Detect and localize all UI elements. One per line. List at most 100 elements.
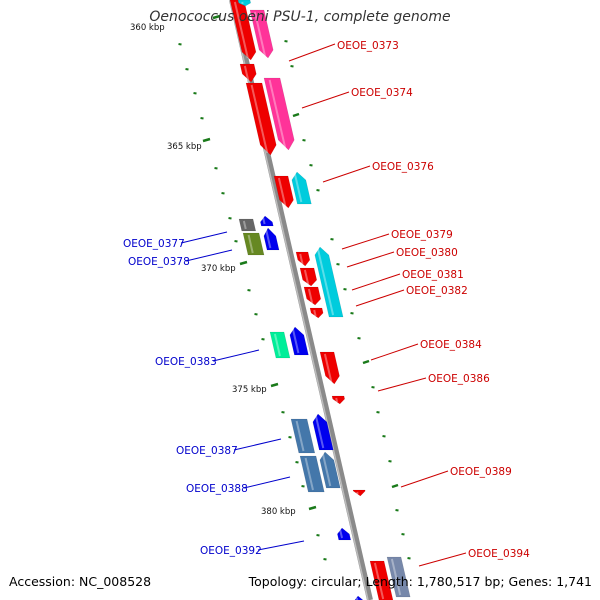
minor-tick	[247, 289, 251, 292]
gene-block-0388-steel-sheen	[304, 457, 314, 491]
scale-label-375: 375 kbp	[232, 385, 267, 395]
major-tick	[202, 137, 211, 143]
leader-line-oeoe_0378	[185, 249, 233, 262]
gene-block-0379-cyan	[314, 246, 344, 318]
leader-line-oeoe_0388	[243, 476, 291, 489]
leader-line-oeoe_0384	[370, 343, 419, 361]
gene-block-top-pink	[249, 9, 274, 59]
accession-text: Accession: NC_008528	[9, 574, 152, 589]
gene-block-0373-small-sheen	[243, 65, 250, 81]
gene-block-0386-red-sheen	[335, 397, 339, 403]
gene-block-0381b-red-sheen	[307, 288, 314, 304]
gene-block-0387-steel	[290, 418, 316, 454]
gene-block-0388-steelb	[319, 451, 341, 489]
major-tick	[308, 505, 317, 511]
minor-tick	[228, 217, 232, 220]
gene-block-0380-red-sheen	[299, 253, 304, 265]
gene-label-oeoe_0388: OEOE_0388	[186, 483, 248, 495]
major-tick	[362, 359, 370, 365]
gene-block-0389-red	[352, 489, 366, 497]
gene-block-0392-blue-sheen	[339, 529, 344, 539]
minor-tick	[316, 189, 320, 192]
gene-block-0373-small	[239, 63, 257, 83]
gene-block-0386-red	[331, 395, 345, 405]
gene-block-0381b-red	[303, 286, 322, 306]
minor-tick	[316, 534, 320, 537]
gene-label-oeoe_0373: OEOE_0373	[337, 40, 399, 52]
gene-block-0376-cyan-sheen	[293, 173, 303, 203]
gene-block-0376-red	[273, 175, 294, 209]
gene-block-0382-red-sheen	[313, 309, 317, 317]
gene-block-0377-blue-sheen	[262, 217, 266, 225]
minor-tick	[185, 68, 189, 71]
gene-block-0394-red	[369, 560, 394, 600]
minor-tick	[343, 288, 347, 291]
minor-tick	[301, 485, 305, 488]
leader-line-oeoe_0389	[400, 470, 449, 488]
minor-tick	[407, 557, 411, 560]
gene-block-0383-blue	[289, 326, 309, 356]
gene-block-top-red	[229, 0, 257, 61]
gene-label-oeoe_0384: OEOE_0384	[420, 339, 482, 351]
gene-label-oeoe_0380: OEOE_0380	[396, 247, 458, 259]
gene-block-0383-green-sheen	[273, 333, 281, 357]
minor-tick	[178, 43, 182, 46]
leader-line-oeoe_0380	[346, 251, 395, 268]
minor-tick	[295, 461, 299, 464]
leader-line-oeoe_0386	[377, 377, 427, 392]
gene-block-0383-blue-sheen	[291, 328, 300, 354]
minor-tick	[323, 558, 327, 561]
leader-line-oeoe_0376	[322, 165, 371, 183]
gene-block-0387-steel-sheen	[295, 420, 305, 452]
minor-tick	[395, 509, 399, 512]
leader-line-oeoe_0374	[301, 91, 350, 109]
gene-block-0394-steel	[386, 556, 411, 598]
minor-tick	[288, 436, 292, 439]
gene-block-0381-red	[299, 267, 318, 287]
gene-block-0374-pink-sheen	[268, 79, 287, 149]
gene-block-0378-blue	[263, 227, 280, 251]
gene-block-0383-green	[269, 331, 291, 359]
minor-tick	[193, 92, 197, 95]
gene-label-oeoe_0376: OEOE_0376	[372, 161, 434, 173]
gene-block-0378-olive-sheen	[247, 234, 254, 254]
gene-label-oeoe_0387: OEOE_0387	[176, 445, 238, 457]
gene-block-0380-red	[295, 251, 311, 267]
leader-line-oeoe_0394	[418, 552, 467, 567]
minor-tick	[234, 240, 238, 243]
map-title: Oenococcus oeni PSU-1, complete genome	[149, 9, 451, 25]
major-tick	[391, 483, 399, 489]
gene-label-oeoe_0381: OEOE_0381	[402, 269, 464, 281]
gene-block-0374-red-sheen	[250, 84, 269, 154]
gene-block-0381-red-sheen	[303, 269, 310, 285]
minor-tick	[336, 263, 340, 266]
gene-block-0382-red	[309, 307, 324, 319]
gene-label-oeoe_0379: OEOE_0379	[391, 229, 453, 241]
scale-label-380: 380 kbp	[261, 507, 296, 517]
gene-block-0394-red-sheen	[373, 562, 385, 600]
minor-tick	[401, 533, 405, 536]
topology-text: Topology: circular; Length: 1,780,517 bp…	[248, 574, 592, 589]
gene-block-0387-blue	[312, 413, 334, 451]
scale-label-370: 370 kbp	[201, 264, 236, 274]
gene-label-oeoe_0394: OEOE_0394	[468, 548, 530, 560]
minor-tick	[302, 139, 306, 142]
leader-line-oeoe_0381	[351, 273, 401, 291]
major-tick	[270, 382, 279, 388]
gene-label-oeoe_0389: OEOE_0389	[450, 466, 512, 478]
minor-tick	[376, 411, 380, 414]
gene-block-0374-pink	[263, 77, 295, 151]
gene-block-0374-red	[245, 82, 277, 156]
gene-block-0377-gray	[238, 218, 257, 232]
major-tick	[212, 14, 221, 20]
gene-block-0394-steel-sheen	[390, 558, 402, 596]
minor-tick	[357, 337, 361, 340]
minor-tick	[281, 411, 285, 414]
gene-label-oeoe_0374: OEOE_0374	[351, 87, 413, 99]
gene-block-0378-olive	[242, 232, 265, 256]
gene-block-0376-cyan	[291, 171, 312, 205]
major-tick	[239, 260, 248, 266]
gene-block-top-cyan	[237, 0, 251, 7]
